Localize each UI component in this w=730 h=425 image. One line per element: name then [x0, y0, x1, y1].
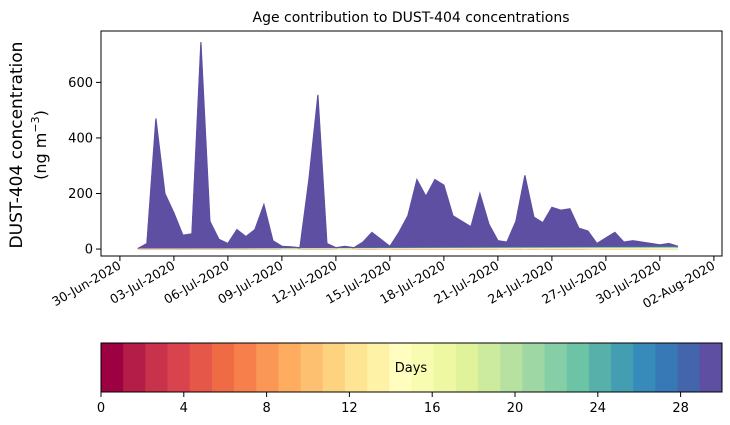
colorbar-segment [123, 343, 146, 392]
colorbar-tick-label: 28 [672, 401, 689, 416]
colorbar-segment [101, 343, 124, 392]
colorbar-segment [655, 343, 679, 392]
colorbar-tick-label: 16 [424, 401, 441, 416]
colorbar-segment [411, 343, 435, 392]
y-tick-label: 600 [68, 76, 93, 91]
colorbar-segment [344, 343, 368, 392]
x-axis: 30-Jun-202003-Jul-202006-Jul-202009-Jul-… [49, 256, 717, 311]
colorbar-segment [145, 343, 168, 392]
colorbar-segment [633, 343, 656, 392]
colorbar-segment [256, 343, 279, 392]
total-line [137, 42, 679, 250]
colorbar-tick-label: 4 [180, 401, 188, 416]
colorbar-segment [699, 343, 723, 392]
colorbar-segment [677, 343, 701, 392]
colorbar-segment [478, 343, 501, 392]
y-tick-label: 200 [68, 187, 93, 202]
colorbar-tick-label: 12 [341, 401, 358, 416]
colorbar-tick-label: 24 [590, 401, 607, 416]
colorbar-segment [278, 343, 302, 392]
colorbar-tick-label: 0 [97, 401, 105, 416]
colorbar-frame [100, 342, 723, 393]
colorbar-segment [367, 343, 390, 392]
y-axis-label-line2: (ng m−3) [29, 110, 50, 180]
y-axis-label-line1: DUST-404 concentration [7, 42, 27, 249]
colorbar-segment [566, 343, 590, 392]
plot-frame [100, 30, 723, 257]
colorbar-segment [189, 343, 213, 392]
colorbar-segment [611, 343, 634, 392]
y-tick-label: 400 [68, 131, 93, 146]
colorbar-label: Days [395, 361, 428, 376]
plot-area [137, 42, 679, 250]
area-band-day-29 [137, 42, 678, 249]
colorbar-segment [211, 343, 235, 392]
y-tick-label: 0 [85, 243, 93, 258]
chart-title: Age contribution to DUST-404 concentrati… [253, 10, 570, 26]
colorbar-tick-label: 20 [507, 401, 524, 416]
colorbar-segment [389, 343, 412, 392]
colorbar: 0 4 8 12 16 20 24 28 [97, 342, 723, 416]
colorbar-segment [500, 343, 523, 392]
colorbar-segment [300, 343, 324, 392]
colorbar-segment [167, 343, 191, 392]
colorbar-segment [455, 343, 479, 392]
y-axis-label: DUST-404 concentration (ng m−3) [7, 42, 50, 249]
colorbar-segment [234, 343, 257, 392]
colorbar-segment [522, 343, 545, 392]
colorbar-segment [588, 343, 612, 392]
colorbar-segment [433, 343, 457, 392]
colorbar-segment [544, 343, 568, 392]
colorbar-segment [322, 343, 346, 392]
colorbar-tick-label: 8 [262, 401, 270, 416]
y-axis: 0 200 400 600 [68, 76, 101, 258]
